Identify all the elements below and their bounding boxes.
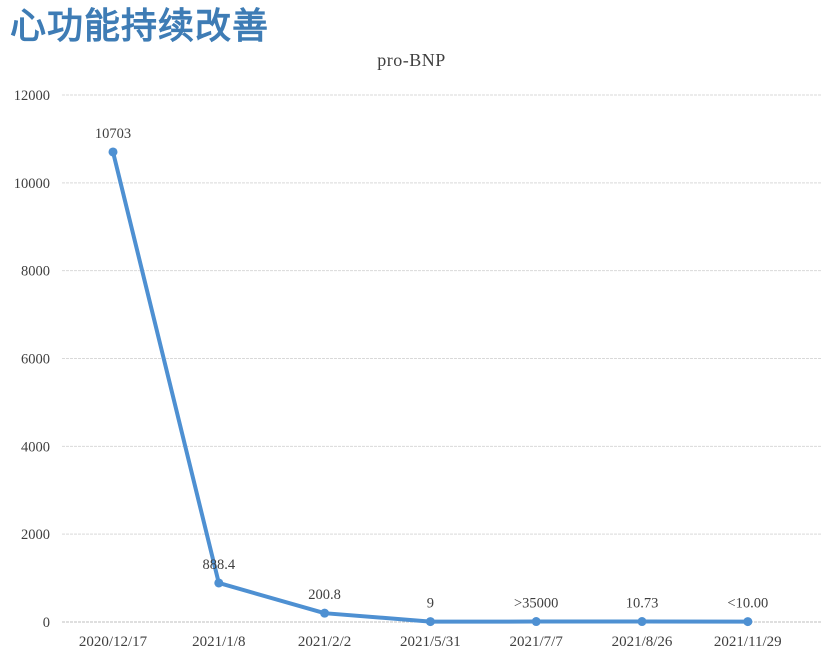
x-tick-label: 2021/8/26 <box>612 634 673 650</box>
x-tick-label: 2021/11/29 <box>714 634 782 650</box>
page-title: 心功能持续改善 <box>10 5 270 46</box>
data-point-label: 888.4 <box>202 557 235 573</box>
data-point-marker <box>320 608 330 618</box>
data-point-marker <box>637 617 647 627</box>
data-point-label: 9 <box>427 596 434 612</box>
x-tick-label: 2021/2/2 <box>298 634 351 650</box>
data-point-marker <box>425 617 435 627</box>
x-tick-label: 2021/1/8 <box>192 634 245 650</box>
y-tick-label: 6000 <box>21 352 50 368</box>
x-tick-label: 2020/12/17 <box>79 634 148 650</box>
y-tick-label: 0 <box>43 615 50 631</box>
x-tick-label: 2021/7/7 <box>510 634 564 650</box>
data-point-marker <box>743 617 753 627</box>
y-tick-label: 4000 <box>21 439 50 455</box>
chart-title: pro-BNP <box>377 50 446 70</box>
data-point-marker <box>214 578 224 588</box>
x-tick-label: 2021/5/31 <box>400 634 461 650</box>
data-point-label: >35000 <box>514 596 558 612</box>
series-line <box>111 149 750 624</box>
data-point-marker <box>108 147 118 157</box>
data-point-label: 10703 <box>95 126 131 142</box>
y-tick-label: 2000 <box>21 527 50 543</box>
y-tick-label: 10000 <box>14 176 50 192</box>
y-tick-label: 8000 <box>21 264 50 280</box>
data-point-label: 200.8 <box>308 587 341 603</box>
data-point-marker <box>531 617 541 627</box>
data-point-label: 10.73 <box>626 596 659 612</box>
y-tick-label: 12000 <box>14 88 50 104</box>
data-point-label: <10.00 <box>727 596 768 612</box>
